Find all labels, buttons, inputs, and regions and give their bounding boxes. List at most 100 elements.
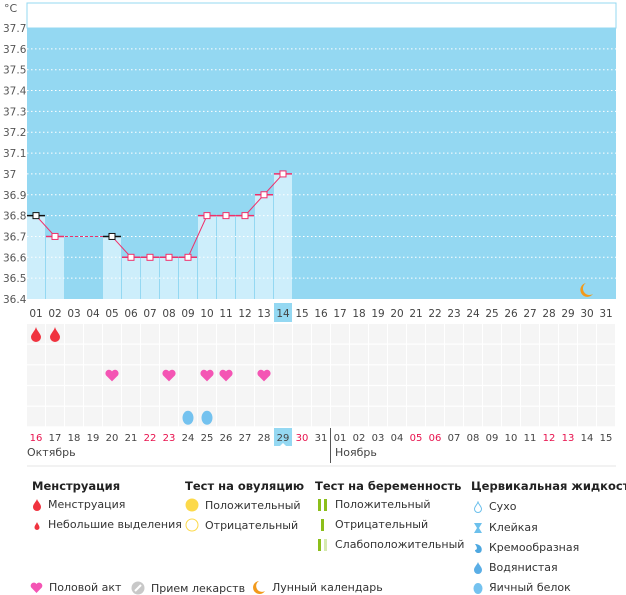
cycle-day-label: 01 — [29, 308, 42, 320]
calendar-cell — [369, 344, 387, 365]
cycle-day-label: 02 — [48, 308, 61, 320]
legend-cervical-title: Цервикальная жидкость — [471, 479, 626, 493]
calendar-cell — [179, 324, 197, 344]
calendar-cell — [122, 344, 140, 365]
small-drop-icon — [34, 521, 40, 530]
y-tick-label: 37.5 — [3, 65, 26, 77]
moon-icon — [253, 581, 265, 594]
calendar-cell — [65, 365, 83, 385]
cycle-day-label: 19 — [371, 308, 384, 320]
calendar-date: 01 — [334, 433, 347, 444]
cycle-day-label: 20 — [390, 308, 403, 320]
heart-icon — [200, 369, 214, 382]
cycle-day-label: 21 — [409, 308, 422, 320]
egg-icon — [473, 582, 483, 594]
calendar-cell — [122, 324, 140, 344]
egg-white-icon — [182, 410, 194, 425]
calendar-cell — [445, 324, 463, 344]
legend-pregnancy-title: Тест на беременность — [315, 479, 462, 493]
calendar-cell — [445, 365, 463, 385]
heart-icon — [105, 369, 119, 382]
temperature-bar — [255, 194, 273, 299]
calendar-cell — [559, 386, 577, 406]
calendar-cell — [559, 406, 577, 427]
calendar-cell — [198, 344, 216, 365]
calendar-cell — [369, 365, 387, 385]
creamy-icon — [475, 543, 482, 553]
calendar-cell — [274, 344, 292, 365]
calendar-cell — [179, 365, 197, 385]
cycle-day-label: 27 — [523, 308, 536, 320]
y-tick-label: 37 — [3, 169, 16, 181]
legend-label: Яичный белок — [489, 581, 571, 594]
cycle-day-label: 30 — [580, 308, 593, 320]
legend-pregnancy-positive: Положительный — [317, 498, 431, 511]
heart-icon — [257, 369, 271, 382]
calendar-cell — [521, 324, 539, 344]
calendar-cell — [483, 406, 501, 427]
cycle-day-label: 12 — [238, 308, 251, 320]
calendar-date: 15 — [600, 433, 613, 444]
calendar-cell — [122, 386, 140, 406]
calendar-cell — [84, 365, 102, 385]
calendar-date: 02 — [353, 433, 366, 444]
menstruation-drop-icon — [50, 327, 60, 342]
calendar-cell — [293, 406, 311, 427]
one-line-icon — [321, 518, 324, 531]
calendar-cell — [331, 386, 349, 406]
calendar-date: 07 — [448, 433, 461, 444]
calendar-cell — [255, 386, 273, 406]
y-tick-label: 36.8 — [3, 211, 26, 223]
calendar-cell — [521, 406, 539, 427]
cycle-day-label: 18 — [352, 308, 365, 320]
today-marker — [280, 443, 286, 446]
y-tick-label: 37.6 — [3, 44, 27, 56]
legend-intercourse: Половой акт — [30, 581, 121, 594]
calendar-cell — [331, 365, 349, 385]
calendar-cell — [312, 386, 330, 406]
temperature-point — [184, 253, 192, 261]
calendar-cell — [255, 324, 273, 344]
calendar-cell — [217, 406, 235, 427]
temperature-point — [146, 253, 154, 261]
cycle-day-label: 23 — [447, 308, 460, 320]
legend-label: Половой акт — [49, 581, 122, 594]
legend-label: Водянистая — [489, 561, 558, 574]
calendar-cell — [293, 344, 311, 365]
calendar-date: 20 — [106, 433, 119, 444]
calendar-date: 26 — [220, 433, 233, 444]
calendar-cell — [445, 406, 463, 427]
calendar-cell — [312, 406, 330, 427]
legend-label: Слабоположительный — [335, 538, 465, 551]
calendar-cell — [350, 386, 368, 406]
calendar-cell — [445, 344, 463, 365]
calendar-date: 19 — [87, 433, 100, 444]
calendar-cell — [103, 406, 121, 427]
calendar-cell — [141, 365, 159, 385]
calendar-cell — [65, 324, 83, 344]
legend-label: Сухо — [489, 500, 517, 513]
legend-label: Отрицательный — [205, 518, 299, 532]
calendar-cell — [27, 365, 45, 385]
legend-label: Менструация — [48, 498, 126, 511]
calendar-date: 08 — [467, 433, 480, 444]
calendar-cell — [160, 324, 178, 344]
calendar-cell — [407, 406, 425, 427]
calendar-cell — [103, 324, 121, 344]
calendar-cell — [312, 344, 330, 365]
cycle-day-label: 06 — [124, 308, 138, 320]
temperature-bar — [103, 236, 121, 299]
cycle-day-label: 31 — [599, 308, 612, 320]
calendar-cell — [521, 386, 539, 406]
calendar-cell — [27, 344, 45, 365]
calendar-date: 27 — [239, 433, 252, 444]
calendar-cell — [350, 365, 368, 385]
cycle-day-label: 08 — [162, 308, 175, 320]
calendar-cell — [369, 386, 387, 406]
calendar-date: 04 — [391, 433, 404, 444]
calendar-cell — [236, 344, 254, 365]
y-tick-label: 37.7 — [3, 23, 26, 35]
calendar-cell — [255, 406, 273, 427]
cycle-day-label: 22 — [428, 308, 441, 320]
legend-menstruation: Менструация — [32, 498, 125, 511]
